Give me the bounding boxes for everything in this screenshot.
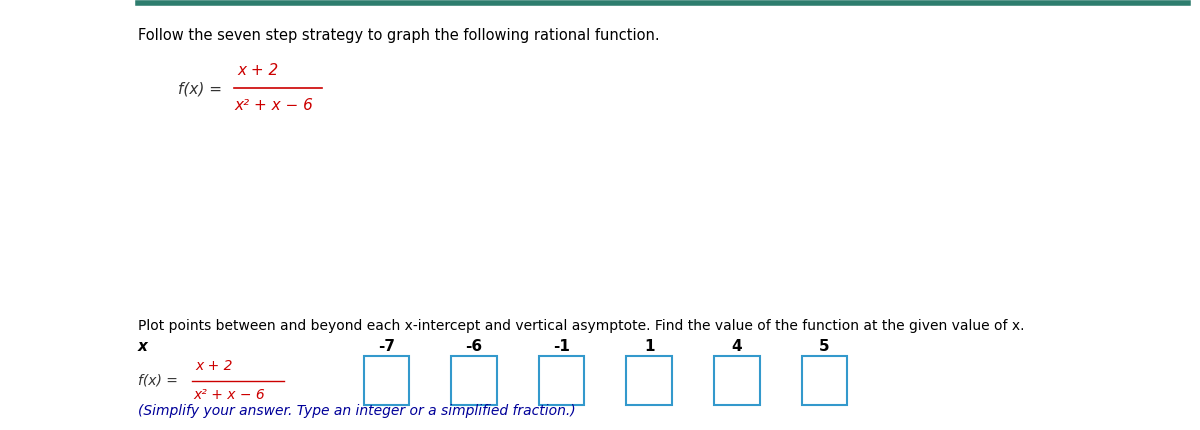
Text: x + 2: x + 2 (238, 64, 278, 78)
Text: 1: 1 (644, 339, 654, 353)
Text: x² + x − 6: x² + x − 6 (234, 98, 313, 113)
Text: 5: 5 (820, 339, 829, 353)
Text: x: x (138, 339, 148, 353)
Text: -1: -1 (553, 339, 570, 353)
Text: -6: -6 (466, 339, 482, 353)
Text: -7: -7 (378, 339, 395, 353)
Text: (Simplify your answer. Type an integer or a simplified fraction.): (Simplify your answer. Type an integer o… (138, 404, 576, 418)
Text: x² + x − 6: x² + x − 6 (193, 388, 265, 402)
Text: x + 2: x + 2 (196, 359, 233, 373)
Text: f(x) =: f(x) = (138, 374, 178, 387)
Text: 4: 4 (732, 339, 742, 353)
Text: Plot points between and beyond each x-intercept and vertical asymptote. Find the: Plot points between and beyond each x-in… (138, 319, 1025, 333)
Text: f(x) =: f(x) = (178, 82, 222, 96)
Text: Follow the seven step strategy to graph the following rational function.: Follow the seven step strategy to graph … (138, 28, 660, 43)
